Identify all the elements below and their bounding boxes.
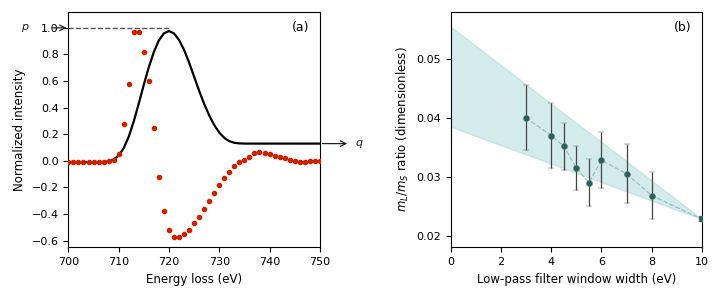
Text: $q$: $q$	[355, 138, 364, 150]
Text: (b): (b)	[675, 21, 692, 34]
X-axis label: Energy loss (eV): Energy loss (eV)	[146, 273, 242, 285]
X-axis label: Low-pass filter window width (eV): Low-pass filter window width (eV)	[477, 273, 676, 285]
Text: $p$: $p$	[21, 22, 30, 34]
Y-axis label: Normalized intensity: Normalized intensity	[13, 68, 26, 191]
Text: (a): (a)	[292, 21, 310, 34]
Y-axis label: $m_L/m_S$ ratio (dimensionless): $m_L/m_S$ ratio (dimensionless)	[395, 47, 410, 212]
